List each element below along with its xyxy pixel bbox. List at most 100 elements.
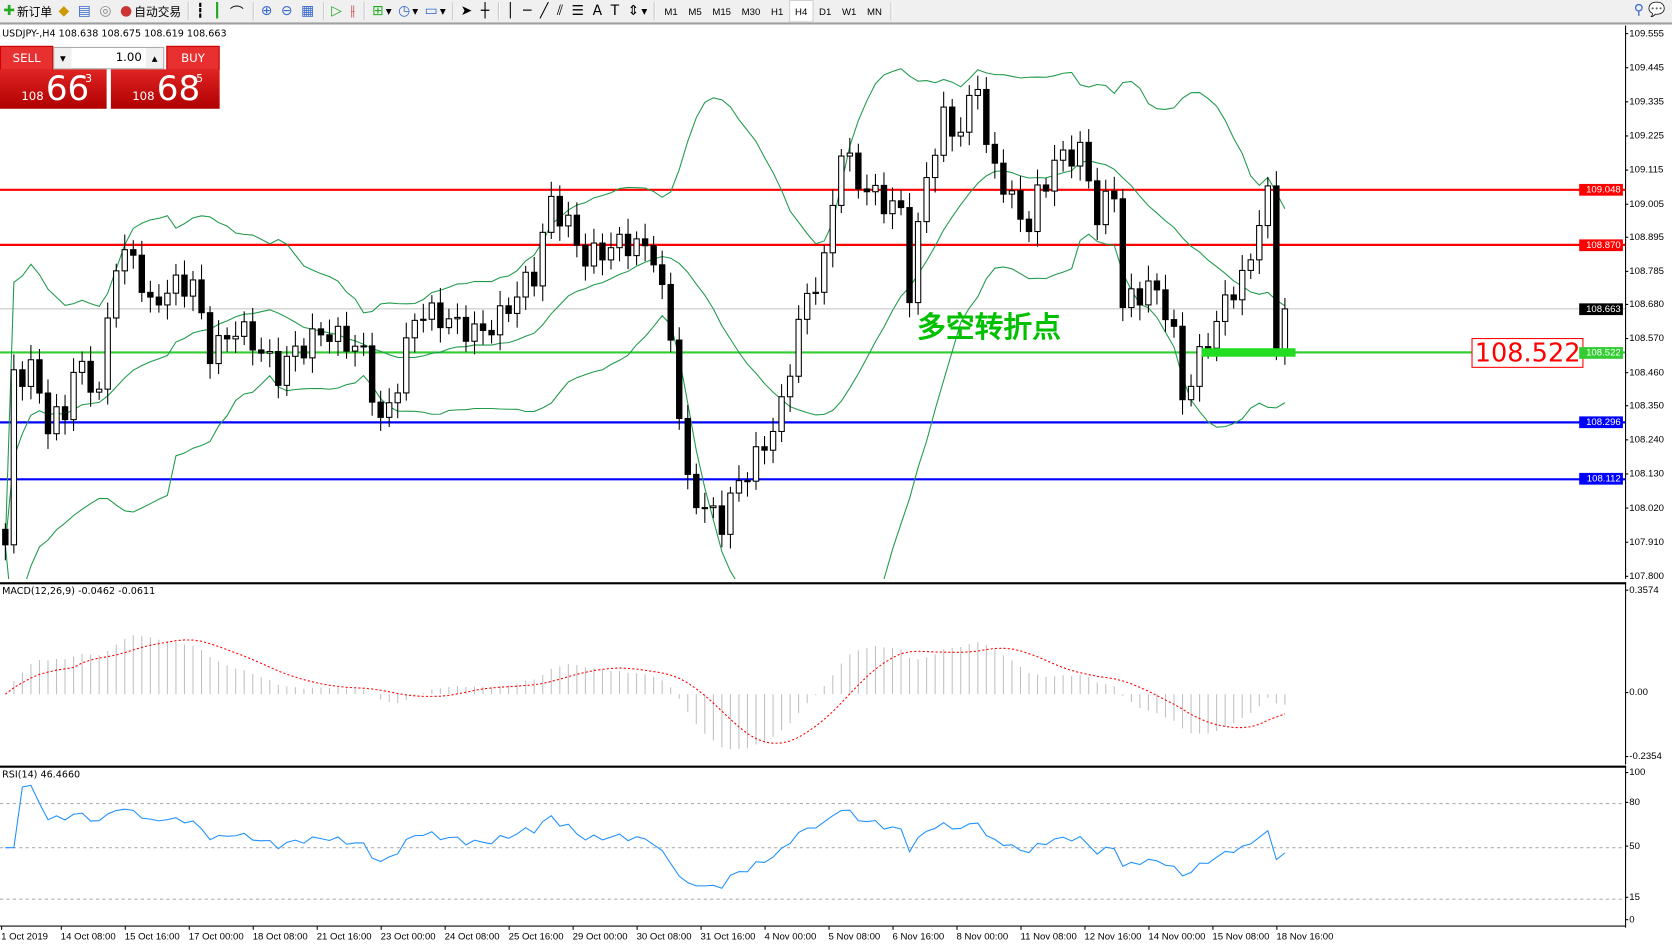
candle [27, 344, 35, 400]
candle-body [573, 214, 581, 246]
zoom-out-icon: ⊖ [280, 3, 293, 20]
candle-body [147, 291, 154, 298]
text-button[interactable]: A [589, 1, 607, 21]
tile-windows-button[interactable]: ▦ [298, 1, 320, 21]
lot-decrease-icon[interactable]: ▼ [54, 47, 72, 69]
candle [78, 351, 86, 385]
signal-button[interactable]: ◎ [96, 1, 117, 21]
periods-button[interactable]: ◷ ▾ [398, 3, 419, 20]
candle-body [1102, 190, 1109, 226]
lot-input[interactable] [73, 47, 144, 67]
text-label-button[interactable]: T [607, 1, 624, 21]
buy-price-prefix: 108 [132, 89, 155, 104]
candle [991, 132, 999, 179]
price-tick: 109.335 [1625, 95, 1665, 107]
candle [752, 431, 760, 490]
line-chart-button[interactable]: ⌒ [227, 1, 249, 21]
cursor-button[interactable]: ➤ [457, 1, 477, 21]
price-axis[interactable]: 109.555 109.445 109.335 109.225 109.115 109.0… [1625, 26, 1672, 581]
candle [488, 319, 495, 344]
level-price-tag: 108.522 [1579, 346, 1623, 359]
auto-scroll-button[interactable]: ▷ [328, 1, 347, 21]
templates-button[interactable]: ▭ ▾ [424, 3, 446, 20]
turning-point-annotation[interactable]: 多空转折点 [917, 311, 1061, 345]
candle [206, 306, 214, 379]
candle [1221, 280, 1229, 336]
rsi-pane[interactable]: RSI(14) 46.4660 [0, 765, 1627, 928]
candle [633, 231, 640, 266]
trendline-button[interactable]: ╱ [537, 1, 554, 21]
lot-stepper[interactable]: ▼ ▲ [53, 46, 165, 70]
sell-price[interactable]: 108 66 3 [0, 69, 107, 109]
chart-shift-button[interactable]: ⫲ [347, 1, 360, 21]
timeframe-m15[interactable]: M15 [712, 5, 732, 17]
candle-body [334, 325, 342, 342]
navigator-button[interactable]: ▤ [75, 1, 97, 21]
timeframe-m30[interactable]: M30 [741, 5, 761, 17]
candle-body [10, 369, 18, 546]
candle-body [872, 184, 879, 193]
buy-button[interactable]: BUY [166, 45, 220, 71]
candle [1247, 253, 1254, 280]
candle [556, 185, 564, 241]
buy-price[interactable]: 108 68 5 [110, 68, 220, 109]
buy-price-pips: 68 [156, 68, 201, 109]
candle [454, 303, 461, 335]
candle-chart-button[interactable]: ┃ [210, 1, 227, 21]
timeframe-m1[interactable]: M1 [664, 5, 678, 17]
candle [1239, 255, 1246, 316]
lot-increase-icon[interactable]: ▲ [146, 47, 164, 69]
vertical-line-icon: │ [506, 3, 515, 20]
time-tick: 15 Oct 16:00 [124, 926, 180, 942]
search-icon[interactable]: ⚲ [1633, 2, 1644, 19]
candle [957, 117, 964, 147]
crosshair-button[interactable]: ┼ [478, 1, 495, 21]
macd-axis: 0.3574 0.00 -0.2354 [1625, 582, 1672, 762]
auto-trading-button[interactable]: ● 自动交易 [117, 1, 185, 21]
candle [718, 490, 726, 548]
fibonacci-button[interactable]: ☰ [568, 1, 589, 21]
indicators-button[interactable]: ⊞ ▾ [372, 3, 392, 20]
symbol-info: USDJPY-,H4 108.638 108.675 108.619 108.6… [2, 28, 227, 40]
price-chart[interactable]: USDJPY-,H4 108.638 108.675 108.619 108.6… [0, 25, 1627, 580]
candle [138, 240, 146, 303]
text-icon: A [592, 3, 603, 20]
candle-body [121, 249, 128, 272]
time-axis[interactable]: 1 Oct 2019 14 Oct 08:00 15 Oct 16:00 17 Oct… [0, 925, 1626, 949]
horizontal-line-button[interactable]: ─ [520, 1, 537, 21]
price-tick: 109.225 [1625, 129, 1665, 141]
zoom-out-button[interactable]: ⊖ [278, 1, 298, 21]
candle-body [343, 325, 350, 352]
candle [880, 172, 888, 224]
candle [309, 313, 316, 373]
bar-chart-button[interactable]: ┇ [193, 1, 210, 21]
candle [693, 463, 700, 515]
timeframe-mn[interactable]: MN [867, 5, 882, 17]
channel-button[interactable]: ⫽ [554, 1, 569, 21]
timeframe-d1[interactable]: D1 [819, 5, 832, 17]
candle [803, 283, 811, 335]
price-tick: 109.555 [1625, 27, 1665, 39]
candle-body [1273, 185, 1280, 351]
price-label-box[interactable]: 108.522 [1471, 338, 1584, 368]
timeframe-h4[interactable]: H4 [788, 0, 814, 23]
price-tick: 108.460 [1625, 366, 1665, 377]
timeframe-h1[interactable]: H1 [771, 5, 784, 17]
timeframe-w1[interactable]: W1 [841, 5, 857, 17]
candle [420, 303, 427, 333]
timeframe-m5[interactable]: M5 [688, 5, 702, 17]
candle-body [513, 296, 521, 314]
sell-button[interactable]: SELL [0, 45, 54, 71]
zoom-in-button[interactable]: ⊕ [258, 1, 278, 21]
market-watch-button[interactable]: ◆ [55, 1, 74, 21]
macd-pane[interactable]: MACD(12,26,9) -0.0462 -0.0611 [0, 582, 1627, 765]
candle [215, 320, 222, 375]
new-order-button[interactable]: ✚ 新订单 [0, 1, 55, 21]
rsi-tick: 0 [1625, 913, 1635, 925]
chat-icon[interactable]: 💬 [1648, 2, 1666, 19]
vertical-line-button[interactable]: │ [503, 1, 520, 21]
candle-body [479, 323, 487, 331]
candle [394, 383, 401, 419]
arrows-button[interactable]: ⇕ ▾ [627, 3, 648, 20]
candle [1025, 211, 1033, 243]
